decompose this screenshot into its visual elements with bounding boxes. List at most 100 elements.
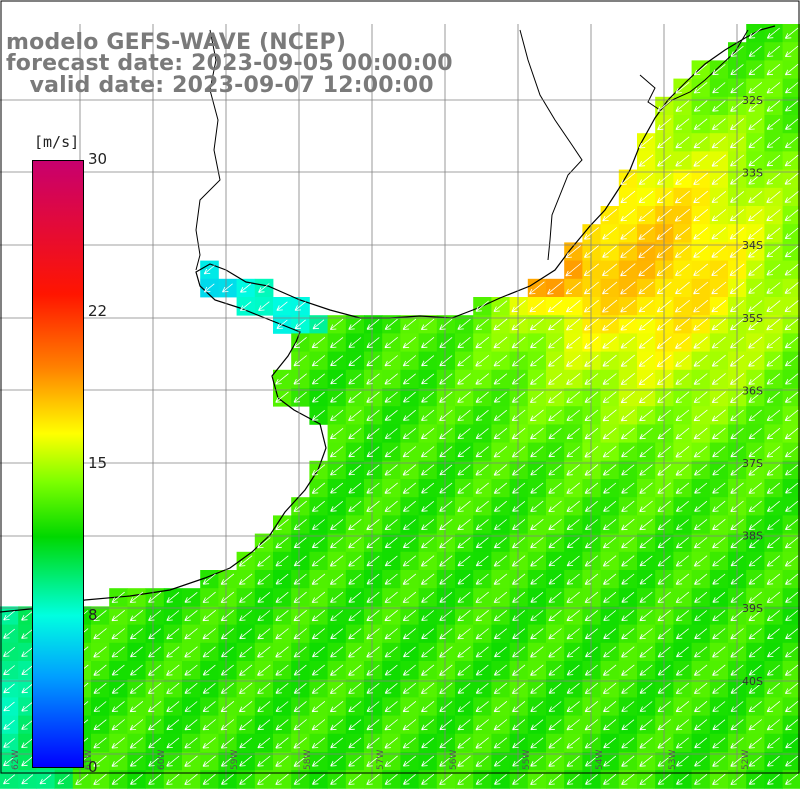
longitude-label: 57W — [376, 750, 386, 770]
wind-arrow — [602, 245, 618, 258]
wind-arrow — [257, 537, 271, 549]
wind-arrow — [639, 464, 653, 476]
wind-arrow — [311, 682, 326, 694]
wind-arrow — [675, 682, 690, 694]
wind-arrow — [548, 391, 563, 403]
wind-arrow — [748, 136, 763, 149]
wind-arrow — [348, 773, 362, 785]
wind-arrow — [730, 118, 745, 130]
wind-arrow — [656, 281, 672, 295]
wind-arrow — [603, 719, 617, 731]
wind-arrow — [675, 373, 690, 385]
wind-arrow — [311, 500, 325, 512]
wind-arrow — [784, 537, 799, 549]
wind-arrow — [257, 610, 271, 621]
wind-arrow — [257, 628, 271, 640]
wind-arrow — [457, 336, 471, 349]
wind-arrow — [657, 737, 671, 749]
wind-arrow — [676, 773, 689, 785]
wind-arrow — [566, 701, 580, 712]
wind-arrow — [166, 646, 180, 658]
wind-arrow — [3, 756, 16, 767]
colorbar-legend: [m/s] 30 22 15 8 0 — [4, 130, 110, 776]
wind-arrow — [421, 519, 435, 530]
wind-arrow — [203, 283, 215, 293]
wind-arrow — [330, 391, 344, 403]
wind-arrow — [748, 391, 763, 403]
wind-arrow — [512, 664, 526, 676]
wind-arrow — [220, 664, 234, 676]
wind-arrow — [712, 464, 726, 476]
wind-arrow — [275, 773, 289, 785]
wind-arrow — [348, 610, 362, 621]
wind-arrow — [566, 591, 580, 603]
wind-arrow — [93, 719, 107, 731]
wind-arrow — [530, 628, 544, 640]
wind-arrow — [657, 555, 671, 567]
wind-arrow — [730, 64, 744, 75]
wind-arrow — [257, 755, 271, 767]
wind-arrow — [766, 45, 781, 57]
wind-arrow — [639, 446, 653, 458]
wind-arrow — [675, 427, 690, 440]
wind-arrow — [675, 281, 690, 295]
wind-arrow — [621, 500, 635, 512]
wind-arrow — [711, 336, 726, 349]
wind-arrow — [439, 773, 453, 785]
wind-arrow — [366, 755, 380, 767]
wind-arrow — [711, 373, 726, 385]
wind-arrow — [111, 591, 125, 603]
wind-arrow — [21, 628, 34, 639]
wind-arrow — [475, 773, 489, 785]
wind-arrow — [311, 719, 326, 731]
wind-arrow — [3, 774, 16, 785]
latitude-label: 35S — [742, 312, 763, 325]
wind-arrow — [403, 646, 416, 658]
wind-arrow — [439, 409, 453, 421]
wind-arrow — [257, 682, 271, 694]
wind-arrow — [402, 719, 417, 731]
wind-arrow — [275, 701, 289, 712]
wind-arrow — [748, 555, 762, 567]
wind-arrow — [220, 573, 235, 585]
wind-arrow — [348, 318, 362, 330]
wind-arrow — [384, 318, 398, 330]
wind-arrow — [402, 610, 417, 621]
wind-arrow — [566, 464, 581, 476]
wind-arrow — [675, 628, 689, 640]
wind-arrow — [311, 355, 326, 367]
wind-arrow — [202, 701, 216, 712]
wind-arrow — [639, 701, 653, 712]
wind-arrow — [676, 646, 689, 658]
wind-arrow — [620, 427, 635, 440]
wind-arrow — [785, 610, 799, 621]
wind-arrow — [311, 737, 326, 749]
wind-arrow — [402, 446, 417, 458]
wind-arrow — [493, 573, 508, 585]
wind-arrow — [512, 646, 526, 658]
wind-arrow — [693, 82, 708, 94]
wind-arrow — [583, 281, 599, 295]
wind-arrow — [602, 263, 618, 276]
wind-arrow — [620, 354, 635, 367]
wind-arrow — [421, 355, 435, 367]
wind-arrow — [657, 719, 671, 731]
wind-arrow — [330, 355, 344, 367]
wind-arrow — [621, 537, 635, 549]
wind-arrow — [784, 282, 799, 294]
wind-arrow — [602, 318, 618, 331]
wind-arrow — [766, 464, 781, 476]
longitude-label: 59W — [230, 750, 240, 770]
wind-arrow — [330, 646, 344, 658]
wind-arrow — [766, 719, 781, 731]
wind-arrow — [384, 591, 398, 603]
wind-arrow — [529, 281, 545, 295]
wind-arrow — [384, 628, 398, 640]
wind-arrow — [584, 682, 599, 694]
wind-arrow — [202, 591, 216, 603]
wind-arrow — [784, 63, 799, 76]
wind-arrow — [748, 245, 763, 258]
wind-arrow — [548, 518, 562, 531]
wind-arrow — [511, 373, 526, 385]
wind-arrow — [439, 573, 453, 585]
